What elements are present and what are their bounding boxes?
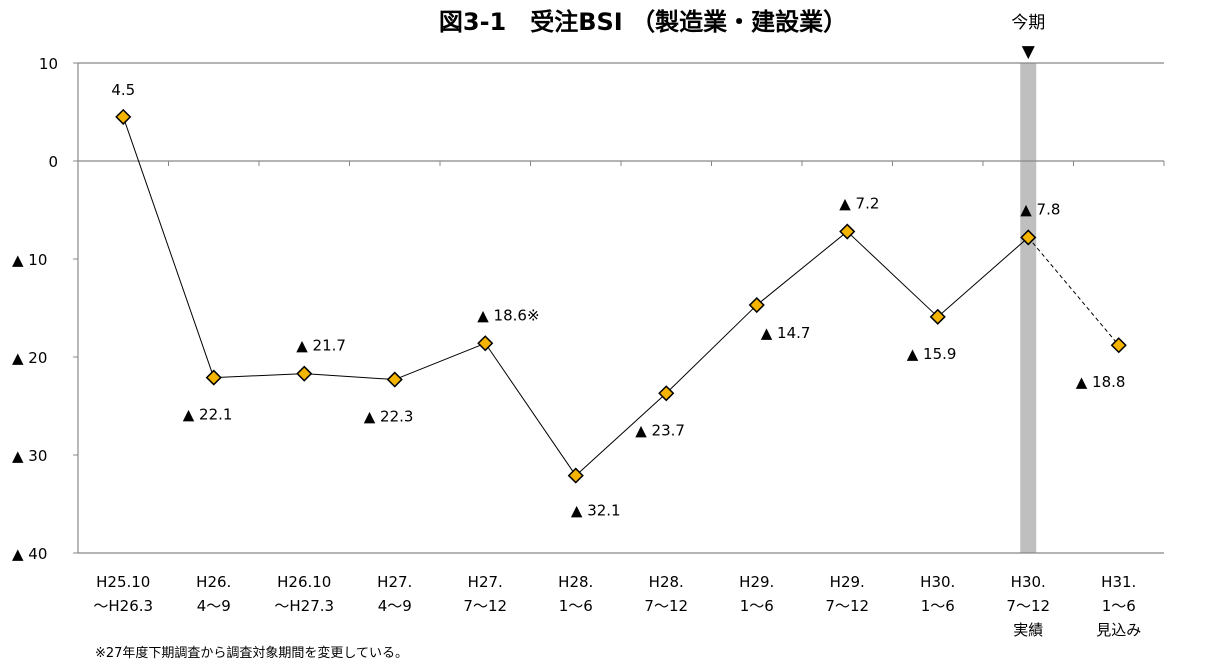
current-period-arrow: ▼	[1022, 42, 1036, 62]
x-tick-label-line: 1～6	[559, 597, 593, 615]
data-label: ▲ 21.7	[296, 337, 346, 355]
data-label: ▲ 22.1	[183, 406, 233, 424]
x-tick-label-line: 4～9	[378, 597, 412, 615]
x-tick-label-line: H27.	[468, 573, 503, 591]
series-segment	[575, 392, 667, 476]
data-label: 4.5	[111, 81, 135, 99]
x-tick-label-line: ～H26.3	[93, 597, 153, 615]
x-tick-label: H27. 7～12	[463, 573, 507, 615]
data-point	[1020, 229, 1037, 246]
x-tick-label-line: 1～6	[1102, 597, 1136, 615]
x-tick-label-line: H26.10	[277, 573, 331, 591]
x-tick-label-line: H25.10	[96, 573, 150, 591]
footnote: ※27年度下期調査から調査対象期間を変更している。	[95, 645, 408, 661]
x-tick-label: H26.10 ～H27.3	[274, 573, 334, 615]
series-segment	[122, 116, 215, 378]
current-period-band-layer	[1020, 63, 1037, 553]
series-segment	[484, 342, 577, 476]
x-tick-label-line: 7～12	[825, 597, 869, 615]
series-segment	[937, 237, 1029, 318]
series-segment	[846, 231, 939, 318]
data-label: ▲ 7.2	[839, 195, 879, 213]
axes	[73, 62, 1165, 554]
series-points	[115, 108, 1127, 484]
data-point	[477, 335, 494, 352]
series-segment-dashed	[1027, 237, 1120, 346]
x-tick-label-line: ～H27.3	[274, 597, 334, 615]
current-period-band	[1020, 63, 1037, 553]
x-tick-label: H28. 1～6	[558, 573, 593, 615]
x-tick-label-line: 1～6	[921, 597, 955, 615]
data-label: ▲ 14.7	[761, 324, 811, 342]
data-label: ▲ 23.7	[635, 421, 685, 439]
data-label: ▲ 15.9	[907, 345, 957, 363]
y-tick-label: ▲ 20	[12, 349, 47, 367]
series-line	[122, 116, 1120, 476]
data-point	[205, 369, 222, 386]
x-tick-label: H29. 7～12	[825, 573, 869, 615]
x-tick-label-line: H28.	[649, 573, 684, 591]
data-point	[658, 385, 675, 402]
x-tick-label-line: 7～12	[1006, 597, 1050, 615]
x-tick-label-line: H28.	[558, 573, 593, 591]
y-tick-label: ▲ 30	[12, 447, 47, 465]
x-tick-label: H30. 7～12 実績	[1006, 573, 1050, 639]
current-period-marker: 今期 ▼	[1011, 13, 1045, 62]
data-point	[748, 296, 765, 314]
current-period-label: 今期	[1011, 13, 1045, 33]
data-point	[839, 223, 856, 240]
series-segment	[394, 342, 486, 381]
x-tick-label-line: 4～9	[197, 597, 231, 615]
data-labels: 4.5 ▲ 22.1 ▲ 21.7 ▲ 22.3 ▲ 18.6※ ▲ 32.1 ▲ 23.7…	[111, 81, 1125, 520]
x-tick-label-line: H29.	[739, 573, 774, 591]
x-tick-label: H31. 1～6 見込み	[1096, 573, 1141, 639]
y-tick-labels: 10 0 ▲ 10 ▲ 20 ▲ 30 ▲ 40	[12, 55, 58, 563]
x-tick-label-line: 7～12	[463, 597, 507, 615]
x-tick-label-line: H27.	[377, 573, 412, 591]
x-tick-label-line: H31.	[1101, 573, 1136, 591]
data-point	[296, 365, 313, 382]
y-tick-label: 10	[39, 55, 58, 73]
y-tick-label: ▲ 40	[12, 545, 47, 563]
series-segment	[756, 231, 848, 306]
x-tick-label: H30. 1～6	[920, 573, 955, 615]
data-label: ▲ 22.3	[364, 408, 414, 426]
x-tick-label-line: 見込み	[1096, 621, 1141, 639]
x-tick-label-line: 実績	[1013, 621, 1043, 639]
x-tick-label: H26. 4～9	[196, 573, 231, 615]
data-label: ▲ 18.6※	[477, 306, 539, 324]
x-tick-label-line: 1～6	[740, 597, 774, 615]
series-segment	[304, 373, 395, 381]
series-segment	[213, 373, 305, 379]
x-tick-label: H29. 1～6	[739, 573, 774, 615]
y-tick-label: ▲ 10	[12, 251, 47, 269]
x-tick-label: H28. 7～12	[644, 573, 688, 615]
data-point	[567, 467, 584, 484]
data-point	[929, 308, 946, 325]
y-tick-label: 0	[48, 153, 58, 171]
chart-title: 図3-1 受注BSI （製造業・建設業）	[439, 8, 847, 36]
data-label: ▲ 32.1	[571, 502, 621, 520]
x-tick-label-line: H30.	[1011, 573, 1046, 591]
x-tick-label-line: H29.	[830, 573, 865, 591]
data-label: ▲ 7.8	[1020, 200, 1060, 218]
data-point	[1110, 337, 1127, 354]
x-tick-label-line: H30.	[920, 573, 955, 591]
data-label: ▲ 18.8	[1076, 373, 1126, 391]
data-point	[386, 371, 403, 388]
x-tick-label: H27. 4～9	[377, 573, 412, 615]
x-tick-label-line: H26.	[196, 573, 231, 591]
x-tick-label: H25.10 ～H26.3	[93, 573, 153, 615]
series-segment	[665, 304, 758, 394]
x-tick-label-line: 7～12	[644, 597, 688, 615]
data-point	[115, 108, 132, 125]
